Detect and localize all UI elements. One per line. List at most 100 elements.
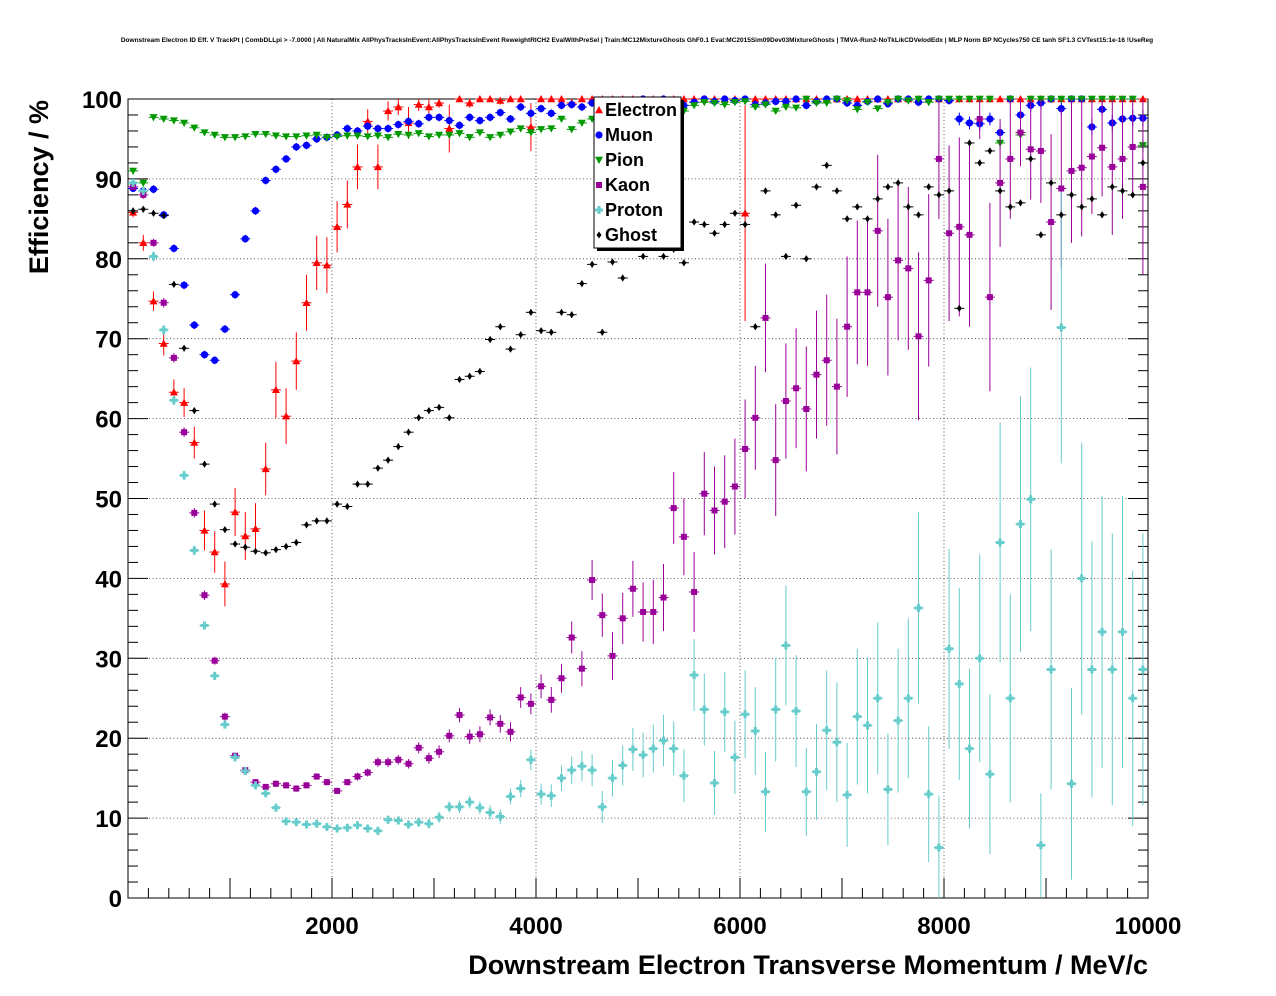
- legend-entry: Ghost: [596, 225, 657, 245]
- data-point: [822, 99, 831, 107]
- data-point: [1018, 199, 1023, 207]
- data-point: [1036, 841, 1045, 850]
- data-point: [435, 98, 444, 107]
- data-point: [722, 220, 728, 228]
- data-point: [363, 117, 372, 125]
- data-point: [435, 113, 443, 121]
- gridlines: [128, 98, 1149, 899]
- data-point: [283, 782, 290, 789]
- data-point: [202, 460, 207, 468]
- data-point: [996, 95, 1005, 103]
- data-point: [589, 260, 595, 268]
- data-point: [955, 679, 964, 688]
- data-point: [190, 321, 198, 329]
- data-point: [506, 128, 515, 136]
- data-point: [343, 823, 352, 832]
- data-point: [1129, 143, 1136, 150]
- data-point: [843, 97, 852, 105]
- data-point: [302, 132, 311, 140]
- data-point: [803, 255, 809, 263]
- data-point: [650, 608, 657, 615]
- data-point: [720, 101, 729, 109]
- legend-entry: Kaon: [596, 175, 650, 195]
- data-point: [201, 592, 208, 599]
- data-point: [313, 773, 320, 780]
- data-point: [455, 130, 464, 138]
- data-point: [874, 227, 881, 234]
- data-point: [619, 615, 626, 622]
- data-point: [190, 124, 199, 132]
- axes: 2000 4000 6000 8000 10000 0 10 20 30 40 50 60 70 80 90…: [82, 87, 1181, 940]
- data-point: [1068, 167, 1075, 174]
- data-point: [844, 323, 851, 330]
- data-point: [588, 766, 597, 775]
- data-point: [220, 579, 229, 588]
- data-point: [547, 95, 556, 103]
- data-point: [955, 115, 963, 123]
- data-point: [486, 113, 494, 121]
- data-point: [781, 641, 790, 650]
- data-point: [231, 508, 240, 516]
- data-point: [712, 229, 717, 237]
- data-point: [312, 258, 321, 266]
- data-point: [334, 787, 341, 794]
- data-point: [302, 820, 311, 829]
- data-point: [283, 542, 289, 550]
- data-point: [395, 756, 402, 763]
- data-point: [997, 179, 1004, 186]
- data-point: [824, 161, 830, 169]
- data-point: [139, 186, 148, 195]
- data-point: [304, 521, 309, 529]
- data-point: [1079, 203, 1085, 211]
- data-point: [496, 108, 504, 117]
- data-point: [1109, 163, 1116, 170]
- data-point: [273, 546, 279, 554]
- data-point: [333, 133, 342, 141]
- data-point: [241, 766, 250, 775]
- data-point: [475, 803, 484, 812]
- data-point: [528, 308, 534, 316]
- data-point: [526, 122, 535, 131]
- data-point: [333, 824, 342, 833]
- data-point: [292, 818, 301, 827]
- data-point: [527, 700, 534, 707]
- data-point: [935, 155, 942, 162]
- data-point: [975, 654, 984, 663]
- data-point: [987, 147, 993, 155]
- data-point: [171, 280, 177, 288]
- data-point: [977, 159, 983, 167]
- y-tick-label: 30: [95, 646, 122, 673]
- data-point: [1139, 183, 1146, 190]
- data-point: [945, 95, 954, 103]
- data-point: [384, 134, 393, 142]
- data-point: [1098, 627, 1107, 636]
- data-point: [1077, 574, 1086, 583]
- data-point: [129, 167, 138, 175]
- data-point: [263, 549, 269, 557]
- data-point: [455, 95, 464, 103]
- data-point: [1058, 211, 1064, 219]
- data-point: [507, 728, 514, 735]
- data-point: [425, 755, 432, 762]
- data-point: [538, 327, 544, 335]
- data-point: [414, 100, 423, 108]
- data-point: [742, 445, 749, 452]
- data-point: [577, 762, 586, 771]
- data-point: [589, 576, 596, 583]
- data-point: [610, 258, 615, 266]
- data-point: [323, 779, 330, 786]
- data-point: [425, 113, 433, 121]
- data-point: [1140, 159, 1146, 167]
- data-point: [741, 209, 750, 217]
- data-point: [506, 792, 515, 801]
- data-point: [373, 132, 382, 140]
- data-point: [496, 131, 505, 139]
- data-point: [895, 179, 901, 187]
- chart-title: Downstream Electron ID Eff. V TrackPt | …: [121, 37, 1153, 44]
- data-point: [476, 731, 483, 738]
- data-point: [456, 712, 463, 719]
- data-point: [355, 480, 360, 488]
- data-point: [783, 252, 789, 260]
- data-point: [1058, 185, 1065, 192]
- x-tick-label: 10000: [1115, 913, 1182, 940]
